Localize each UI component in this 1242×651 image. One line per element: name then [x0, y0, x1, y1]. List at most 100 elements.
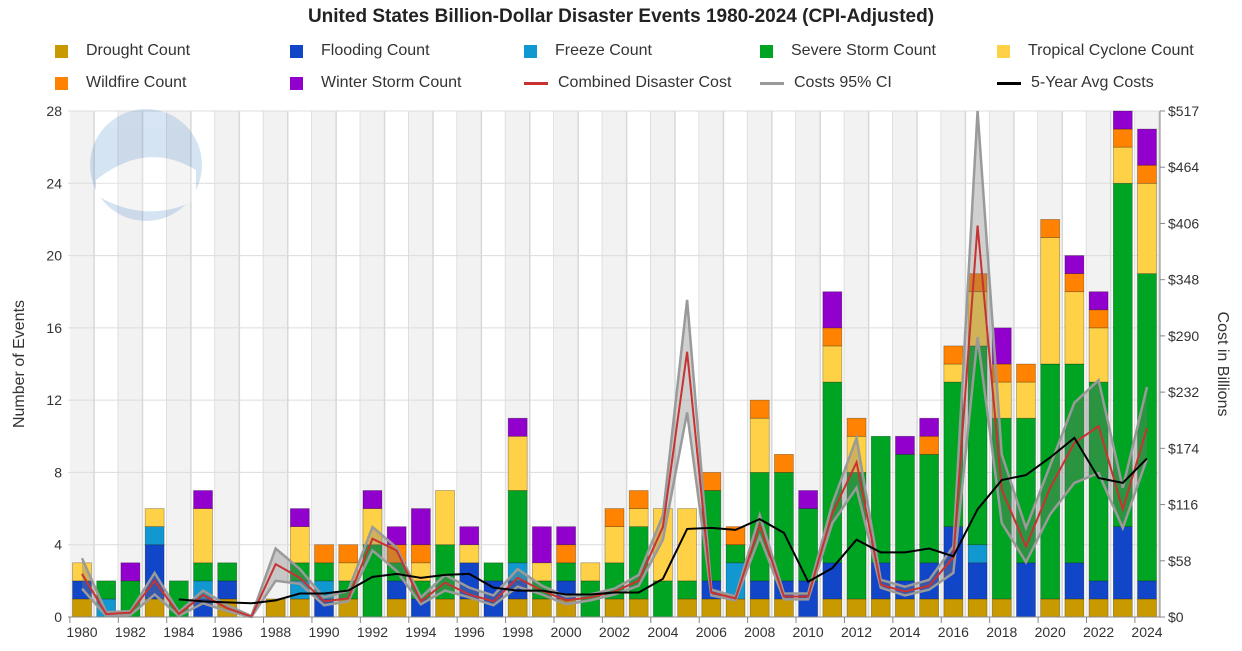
bar-segment: [386, 598, 407, 618]
bar-segment: [677, 508, 697, 582]
y2-tick-label: $406: [1168, 215, 1199, 231]
x-tick-label: 2020: [1035, 624, 1066, 640]
bar-segment: [144, 526, 165, 546]
bar-segment: [1088, 327, 1109, 383]
bar-segment: [749, 417, 770, 473]
x-tick-label: 2006: [696, 624, 727, 640]
x-tick-label: 2008: [744, 624, 775, 640]
x-tick-label: 2010: [793, 624, 824, 640]
bar-segment: [1064, 255, 1085, 274]
x-tick-label: 2004: [647, 624, 678, 640]
bar-segment: [289, 508, 310, 527]
legend-marker: [760, 44, 773, 58]
legend-marker: [55, 44, 68, 58]
bar-segment: [1112, 598, 1133, 618]
bar-segment: [919, 454, 940, 564]
y-tick-label: 8: [54, 464, 62, 480]
bar-segment: [749, 399, 770, 419]
bar-segment: [314, 562, 334, 582]
legend-item[interactable]: Flooding Count: [290, 42, 430, 60]
bar-segment: [1088, 309, 1109, 329]
bar-segment: [459, 526, 480, 546]
bar-segment: [435, 598, 455, 618]
bar-segment: [411, 508, 431, 546]
bar-segment: [507, 490, 528, 564]
legend-marker: [524, 81, 548, 85]
y-tick-label: 24: [46, 175, 62, 191]
bar-segment: [507, 417, 528, 437]
legend-marker: [55, 76, 68, 90]
bar-segment: [967, 562, 988, 600]
y2-tick-label: $116: [1168, 497, 1198, 513]
legend-marker: [760, 81, 784, 85]
y-tick-label: 12: [46, 392, 62, 408]
legend-label: Combined Disaster Cost: [558, 74, 732, 91]
bar-segment: [628, 598, 649, 618]
bar-segment: [919, 417, 940, 437]
y2-tick-label: $290: [1168, 328, 1199, 344]
legend-label: Severe Storm Count: [791, 42, 936, 59]
noaa-logo: [90, 109, 202, 221]
legend-item[interactable]: Freeze Count: [524, 42, 652, 60]
legend-label: Flooding Count: [321, 42, 430, 59]
legend-marker: [997, 81, 1021, 85]
bar-segment: [314, 544, 334, 564]
bar-segment: [774, 472, 794, 582]
bar-segment: [943, 345, 964, 365]
y-tick-label: 16: [46, 320, 62, 336]
year-band: [263, 111, 288, 617]
bar-segment: [991, 598, 1012, 618]
year-band: [215, 111, 240, 617]
legend-item[interactable]: Winter Storm Count: [290, 74, 461, 92]
legend-item[interactable]: Tropical Cyclone Count: [997, 42, 1194, 60]
legend-label: 5-Year Avg Costs: [1031, 74, 1154, 91]
bar-segment: [435, 490, 455, 546]
bar-segment: [1137, 128, 1157, 166]
legend-marker: [290, 76, 303, 90]
x-tick-label: 2022: [1083, 624, 1114, 640]
legend-label: Freeze Count: [555, 42, 652, 59]
y-tick-label: 28: [46, 103, 62, 119]
bar-segment: [870, 598, 891, 618]
x-tick-label: 2012: [841, 624, 872, 640]
bar-segment: [556, 562, 576, 582]
bar-segment: [120, 562, 141, 582]
bar-segment: [580, 562, 601, 582]
bar-segment: [507, 435, 528, 491]
year-band: [69, 111, 95, 617]
bar-segment: [895, 435, 915, 455]
bar-segment: [386, 526, 407, 546]
bar-segment: [289, 526, 310, 564]
bar-segment: [1112, 526, 1133, 600]
bar-segment: [991, 327, 1012, 365]
bar-segment: [822, 291, 843, 329]
bar-segment: [822, 327, 843, 347]
y2-tick-label: $348: [1168, 272, 1199, 288]
bar-segment: [749, 580, 770, 600]
bar-segment: [701, 598, 722, 618]
legend-item[interactable]: Wildfire Count: [55, 74, 186, 92]
legend-item[interactable]: Costs 95% CI: [760, 74, 892, 92]
bar-segment: [677, 580, 697, 600]
bar-segment: [1088, 580, 1109, 600]
legend-item[interactable]: Severe Storm Count: [760, 42, 936, 60]
bar-segment: [411, 544, 431, 564]
legend-item[interactable]: Drought Count: [55, 42, 190, 60]
chart-title: United States Billion-Dollar Disaster Ev…: [307, 6, 935, 27]
bar-segment: [1016, 381, 1036, 419]
x-tick-label: 2014: [889, 624, 920, 640]
y-axis-label: Number of Events: [11, 300, 28, 428]
y2-tick-label: $0: [1168, 609, 1184, 625]
bar-segment: [507, 598, 528, 618]
bar-segment: [943, 363, 964, 383]
bar-segment: [459, 544, 480, 564]
bar-segment: [362, 490, 383, 509]
x-tick-label: 2016: [938, 624, 969, 640]
bar-segment: [919, 435, 940, 455]
bar-segment: [1040, 237, 1061, 365]
bar-segment: [604, 598, 625, 618]
bar-segment: [1137, 580, 1157, 600]
legend-item[interactable]: Combined Disaster Cost: [524, 74, 731, 92]
x-tick-label: 1994: [405, 624, 436, 640]
legend-item[interactable]: 5-Year Avg Costs: [997, 74, 1154, 92]
